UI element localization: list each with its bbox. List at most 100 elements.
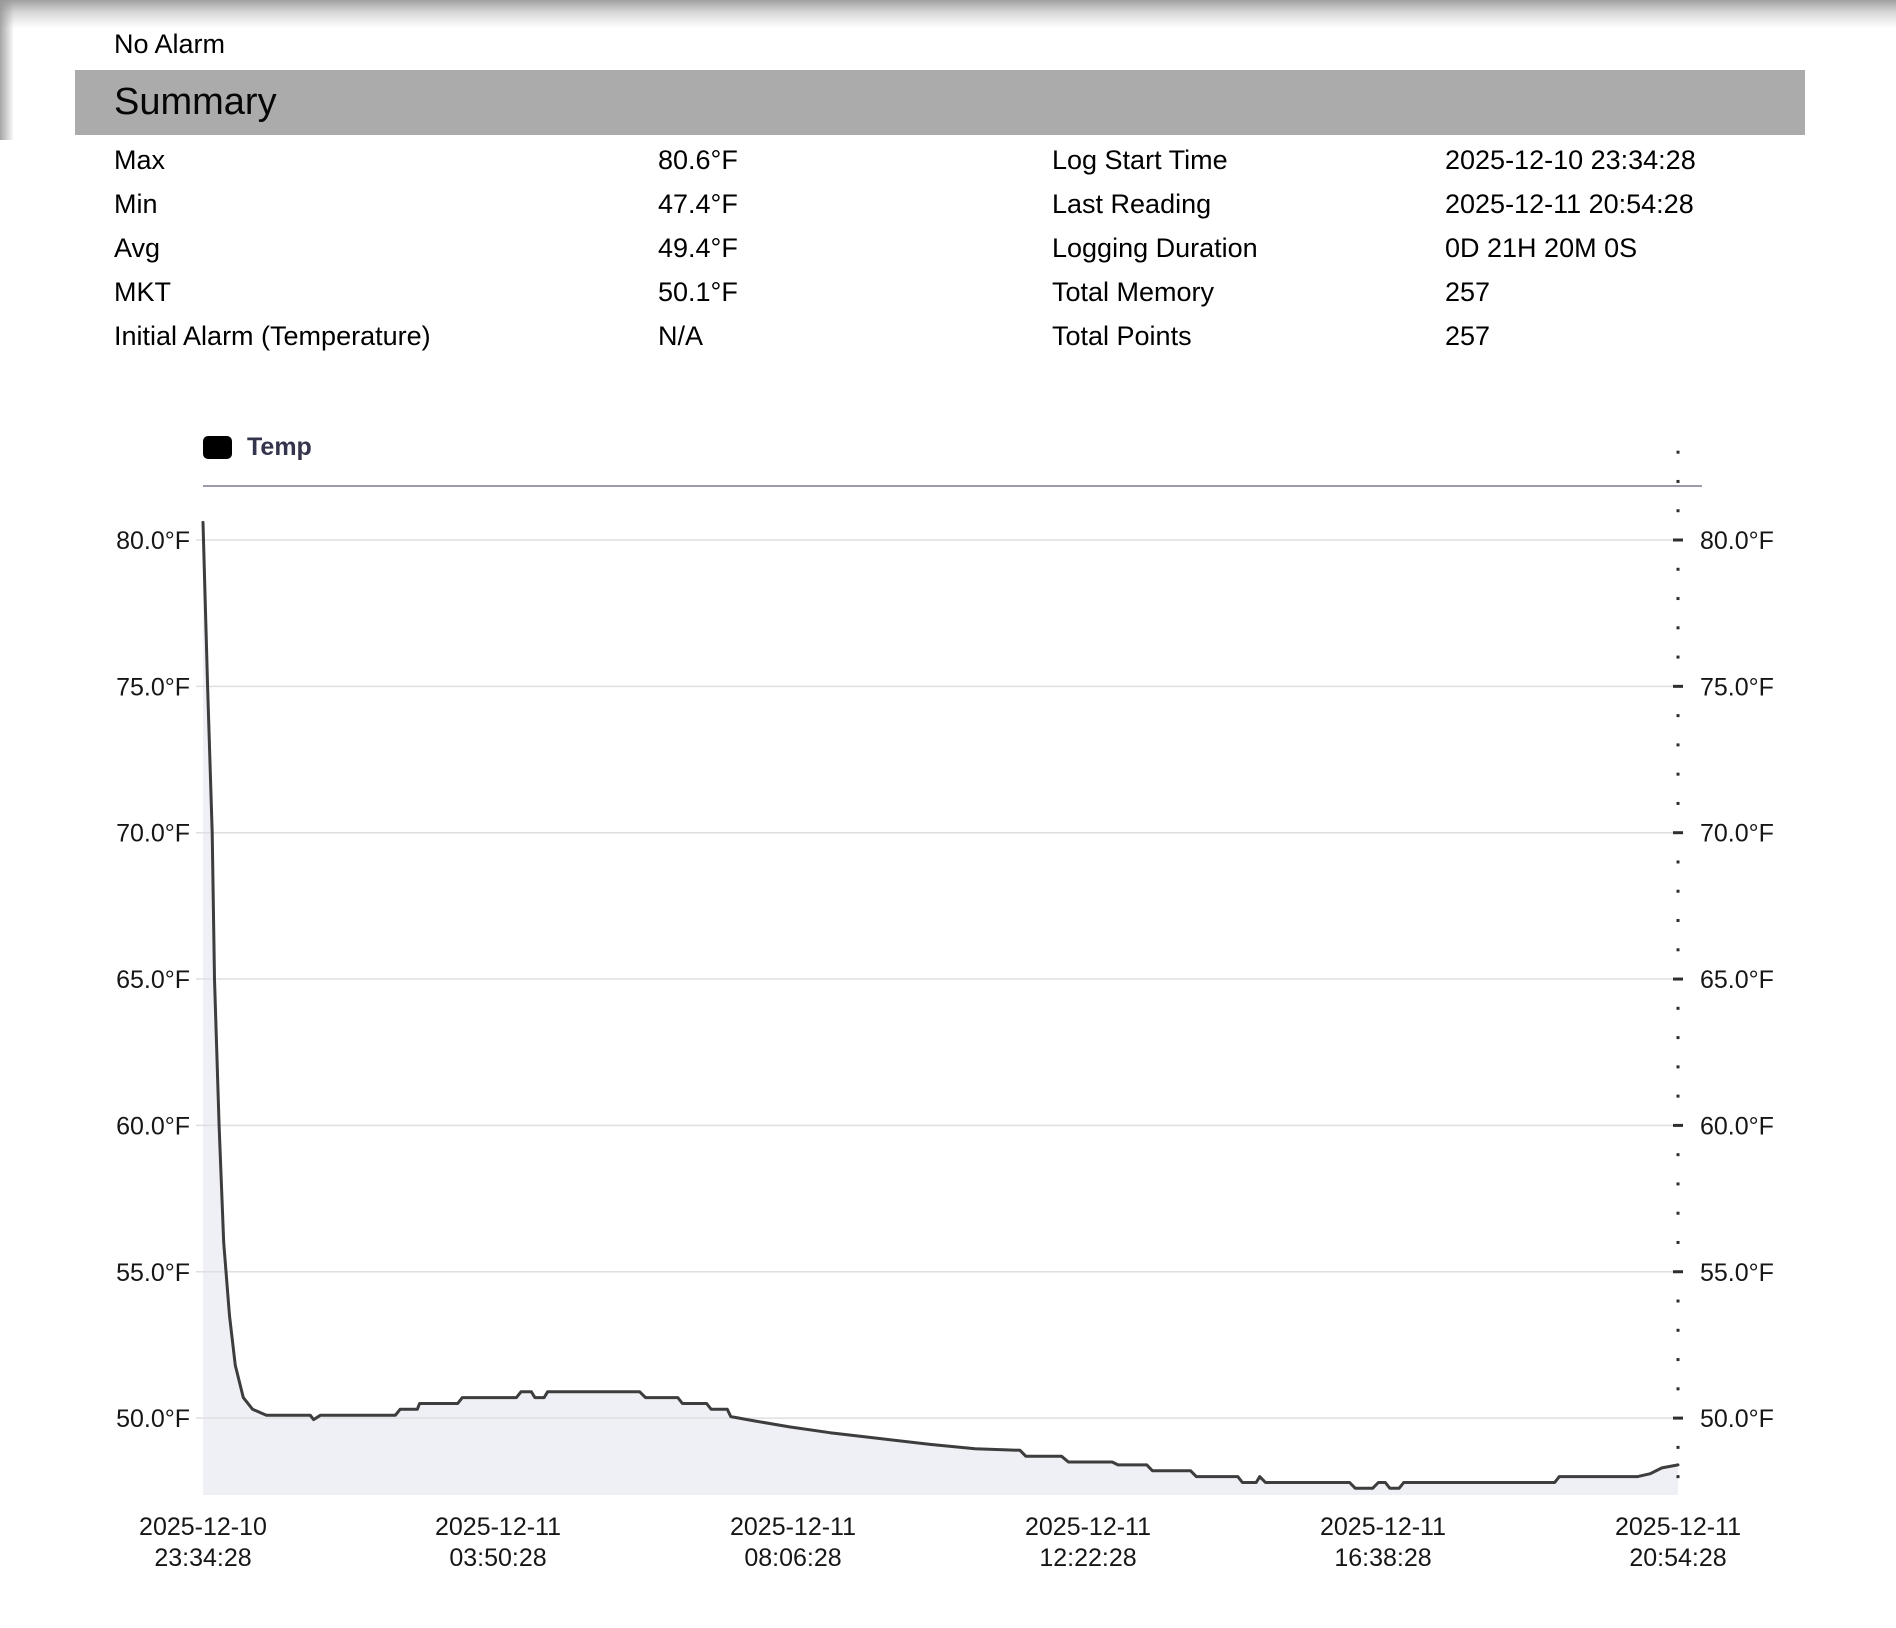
y-axis-label-right: 70.0°F bbox=[1700, 820, 1774, 848]
y-axis-label-left: 60.0°F bbox=[116, 1112, 190, 1140]
x-axis-label-date: 2025-12-11 bbox=[1615, 1513, 1741, 1541]
summary-row-value: 47.4°F bbox=[658, 188, 738, 219]
right-axis-dot bbox=[1676, 1299, 1680, 1303]
y-axis-label-right: 80.0°F bbox=[1700, 527, 1774, 555]
right-axis-dot bbox=[1676, 743, 1680, 747]
right-axis-dot bbox=[1676, 655, 1680, 659]
summary-row-value: N/A bbox=[658, 320, 704, 351]
right-axis-tick bbox=[1673, 538, 1683, 542]
summary-section-header: Summary bbox=[75, 70, 1805, 135]
right-axis-tick bbox=[1673, 684, 1683, 688]
y-axis-label-left: 65.0°F bbox=[116, 966, 190, 994]
right-axis-tick bbox=[1673, 1123, 1683, 1127]
right-axis-dot bbox=[1676, 450, 1680, 454]
right-axis-dot bbox=[1676, 597, 1680, 601]
right-axis-dot bbox=[1676, 1475, 1680, 1479]
right-axis-dot bbox=[1676, 479, 1680, 483]
right-axis-dot bbox=[1676, 1094, 1680, 1098]
summary-right-column: Log Start Time 2025-12-10 23:34:28 Last Re… bbox=[1052, 138, 1696, 358]
summary-row: MKT 50.1°F bbox=[114, 270, 738, 314]
right-axis-dot bbox=[1676, 509, 1680, 513]
summary-row: Log Start Time 2025-12-10 23:34:28 bbox=[1052, 138, 1696, 182]
x-axis-label-time: 03:50:28 bbox=[449, 1544, 546, 1572]
y-axis-label-right: 55.0°F bbox=[1700, 1259, 1774, 1287]
summary-row-label: Total Points bbox=[1052, 320, 1192, 351]
right-axis-dot bbox=[1676, 1006, 1680, 1010]
y-axis-label-left: 80.0°F bbox=[116, 527, 190, 555]
right-axis-dot bbox=[1676, 889, 1680, 893]
x-axis-label-time: 16:38:28 bbox=[1334, 1544, 1431, 1572]
right-axis-dot bbox=[1676, 1153, 1680, 1157]
x-axis-label-date: 2025-12-11 bbox=[1320, 1513, 1446, 1541]
x-axis-label-date: 2025-12-11 bbox=[730, 1513, 856, 1541]
temp-series-swatch-icon bbox=[203, 435, 232, 459]
summary-row-label: MKT bbox=[114, 276, 171, 307]
right-axis-dot bbox=[1676, 1358, 1680, 1362]
chart-legend: Temp bbox=[203, 434, 312, 460]
right-axis-dot bbox=[1676, 1240, 1680, 1244]
right-axis-dot bbox=[1676, 772, 1680, 776]
summary-row-label: Max bbox=[114, 144, 166, 175]
y-axis-label-right: 65.0°F bbox=[1700, 966, 1774, 994]
right-axis-tick bbox=[1673, 1270, 1683, 1274]
x-axis-label-date: 2025-12-10 bbox=[139, 1513, 267, 1541]
right-axis-dot bbox=[1676, 948, 1680, 952]
right-axis-dot bbox=[1676, 1036, 1680, 1040]
summary-row: Total Points 257 bbox=[1052, 314, 1696, 358]
summary-row-label: Initial Alarm (Temperature) bbox=[114, 320, 431, 351]
right-axis-tick bbox=[1673, 1416, 1683, 1420]
right-axis-dot bbox=[1676, 626, 1680, 630]
summary-row-label: Avg bbox=[114, 232, 161, 263]
summary-row: Logging Duration 0D 21H 20M 0S bbox=[1052, 226, 1696, 270]
x-axis-label-date: 2025-12-11 bbox=[435, 1513, 561, 1541]
summary-row-label: Logging Duration bbox=[1052, 232, 1258, 263]
summary-row-value: 0D 21H 20M 0S bbox=[1445, 232, 1638, 263]
right-axis-dot bbox=[1676, 860, 1680, 864]
right-axis-dot bbox=[1676, 1387, 1680, 1391]
summary-left-column: Max 80.6°F Min 47.4°F Avg 49.4°F MKT 50.1°F Init… bbox=[114, 138, 738, 358]
x-axis-label-time: 23:34:28 bbox=[154, 1544, 251, 1572]
summary-row-value: 257 bbox=[1445, 320, 1491, 351]
left-edge-shadow bbox=[0, 0, 14, 140]
y-axis-label-left: 75.0°F bbox=[116, 673, 190, 701]
summary-title: Summary bbox=[114, 81, 277, 123]
y-axis-label-right: 50.0°F bbox=[1700, 1405, 1774, 1433]
summary-row: Last Reading 2025-12-11 20:54:28 bbox=[1052, 182, 1696, 226]
x-axis-label-time: 08:06:28 bbox=[744, 1544, 841, 1572]
top-edge-shadow bbox=[0, 0, 1896, 28]
temp-line bbox=[201, 520, 1680, 1490]
summary-row-label: Total Memory bbox=[1052, 276, 1215, 307]
temperature-chart: 80.0°F 80.0°F 75.0°F 75.0°F 70.0°F 70.0°F 65.0… bbox=[116, 450, 1774, 1572]
right-axis-dot bbox=[1676, 1328, 1680, 1332]
x-axis-label-time: 20:54:28 bbox=[1629, 1544, 1726, 1572]
y-axis-label-left: 50.0°F bbox=[116, 1405, 190, 1433]
y-axis-label-right: 75.0°F bbox=[1700, 673, 1774, 701]
right-axis-tick bbox=[1673, 977, 1683, 981]
right-axis-dot bbox=[1676, 714, 1680, 718]
summary-row-label: Min bbox=[114, 188, 158, 219]
summary-row: Initial Alarm (Temperature) N/A bbox=[114, 314, 738, 358]
x-axis-label-time: 12:22:28 bbox=[1039, 1544, 1136, 1572]
right-axis-dot bbox=[1676, 801, 1680, 805]
right-axis-dot bbox=[1676, 567, 1680, 571]
summary-row: Avg 49.4°F bbox=[114, 226, 738, 270]
right-axis-dot bbox=[1676, 1182, 1680, 1186]
y-axis-label-right: 60.0°F bbox=[1700, 1112, 1774, 1140]
summary-row-value: 2025-12-11 20:54:28 bbox=[1445, 188, 1694, 219]
y-axis-label-left: 70.0°F bbox=[116, 820, 190, 848]
summary-row-value: 257 bbox=[1445, 276, 1491, 307]
temp-series-label: Temp bbox=[247, 433, 312, 461]
summary-row: Min 47.4°F bbox=[114, 182, 738, 226]
right-axis-dot bbox=[1676, 1211, 1680, 1215]
right-axis-dot bbox=[1676, 1065, 1680, 1069]
summary-row-value: 49.4°F bbox=[658, 232, 738, 263]
summary-row-value: 80.6°F bbox=[658, 144, 738, 175]
summary-row-label: Last Reading bbox=[1052, 188, 1212, 219]
summary-row-value: 50.1°F bbox=[658, 276, 738, 307]
y-axis-label-left: 55.0°F bbox=[116, 1259, 190, 1287]
summary-row: Total Memory 257 bbox=[1052, 270, 1696, 314]
summary-row: Max 80.6°F bbox=[114, 138, 738, 182]
alarm-status-text: No Alarm bbox=[114, 29, 226, 59]
summary-row-label: Log Start Time bbox=[1052, 144, 1228, 175]
x-axis-label-date: 2025-12-11 bbox=[1025, 1513, 1151, 1541]
